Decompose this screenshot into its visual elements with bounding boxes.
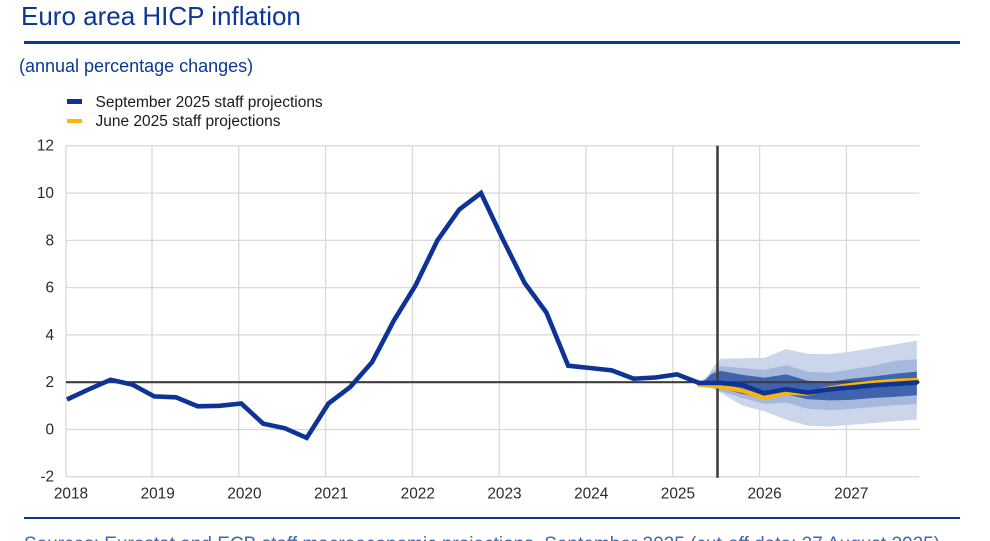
svg-text:8: 8 [45,232,54,249]
svg-text:12: 12 [37,138,54,155]
svg-text:2020: 2020 [227,485,261,502]
svg-text:2027: 2027 [834,485,868,502]
svg-text:2019: 2019 [141,485,175,502]
svg-text:2025: 2025 [661,485,695,502]
svg-text:10: 10 [37,185,54,202]
svg-text:6: 6 [45,280,54,297]
svg-text:2021: 2021 [314,485,348,502]
svg-text:2022: 2022 [401,485,435,502]
svg-text:2024: 2024 [574,485,609,502]
svg-text:2018: 2018 [54,485,88,502]
svg-text:2026: 2026 [747,485,781,502]
svg-text:0: 0 [45,421,54,438]
svg-text:2: 2 [45,374,54,391]
svg-text:2023: 2023 [487,485,521,502]
svg-text:4: 4 [45,327,54,344]
svg-text:-2: -2 [40,469,54,486]
